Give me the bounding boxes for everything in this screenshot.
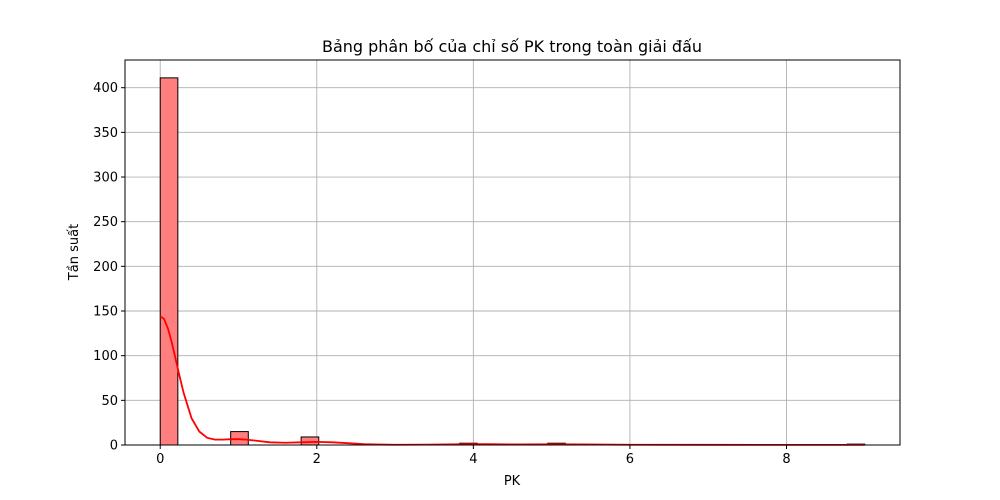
y-tick-label: 0 [110, 439, 118, 454]
x-tick-label: 8 [782, 452, 790, 467]
x-tick-label: 4 [469, 452, 477, 467]
y-tick-label: 100 [93, 349, 118, 364]
y-tick-label: 400 [93, 81, 118, 96]
chart-title: Bảng phân bố của chỉ số PK trong toàn gi… [322, 37, 702, 56]
x-tick-label: 6 [626, 452, 634, 467]
x-axis-ticks: 0 2 4 6 8 [156, 445, 791, 467]
x-tick-label: 0 [156, 452, 164, 467]
histogram-bar [159, 77, 179, 446]
y-tick-label: 350 [93, 126, 118, 141]
y-tick-label: 150 [93, 305, 118, 320]
y-axis-ticks: 0 50 100 150 200 250 300 350 400 [93, 81, 125, 454]
x-tick-label: 2 [313, 452, 321, 467]
y-tick-label: 300 [93, 171, 118, 186]
y-tick-label: 250 [93, 215, 118, 230]
y-axis-label: Tần suất [67, 224, 82, 281]
histogram-bar [300, 436, 320, 446]
kde-curve [159, 315, 865, 446]
axes-frame [124, 59, 901, 446]
y-tick-label: 50 [101, 394, 118, 409]
x-axis-label: PK [504, 474, 521, 489]
y-tick-label: 200 [93, 260, 118, 275]
